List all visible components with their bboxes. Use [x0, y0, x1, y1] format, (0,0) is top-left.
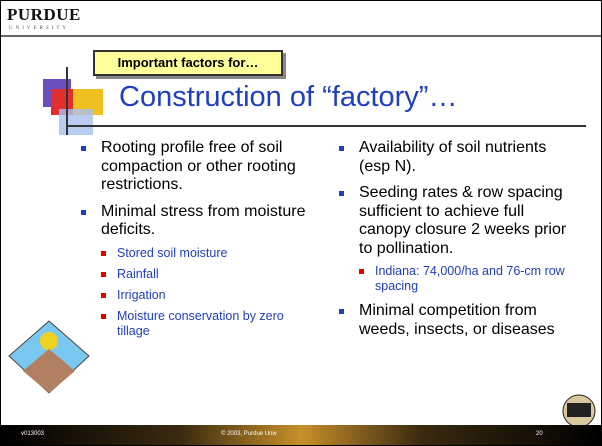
bullet-text: Minimal competition from weeds, insects,…	[359, 302, 555, 338]
bullet: Minimal stress from moisture deficits. St…	[81, 203, 311, 339]
bullet-text: Seeding rates & row spacing sufficient t…	[359, 184, 567, 257]
tag: Important factors for…	[93, 50, 283, 76]
bullet-text: Availability of soil nutrients (esp N).	[359, 139, 547, 175]
sub-bullet: Moisture conservation by zero tillage	[101, 309, 311, 339]
bullet: Rooting profile free of soil compaction …	[81, 139, 311, 195]
footer-bar	[1, 425, 601, 445]
footer-center: © 2003, Purdue Univ	[221, 431, 277, 437]
bullet: Minimal competition from weeds, insects,…	[339, 302, 579, 339]
slide-title: Construction of “factory”…	[119, 81, 458, 113]
sub-bullet: Indiana: 74,000/ha and 76-cm row spacing	[359, 264, 579, 294]
logo: PURDUE	[7, 5, 81, 24]
bullet-text: Minimal stress from moisture deficits.	[101, 202, 306, 239]
left-column: Rooting profile free of soil compaction …	[81, 139, 311, 347]
bullet: Availability of soil nutrients (esp N).	[339, 139, 579, 176]
bullet: Seeding rates & row spacing sufficient t…	[339, 184, 579, 294]
page-number: 20	[536, 431, 543, 437]
footer-left: v013003	[21, 431, 45, 437]
bullet-text: Rooting profile free of soil compaction …	[101, 139, 296, 193]
sub-bullet: Rainfall	[101, 267, 311, 282]
right-column: Availability of soil nutrients (esp N). S…	[339, 139, 579, 347]
logo-sub: UNIVERSITY	[9, 26, 69, 31]
sub-bullet: Stored soil moisture	[101, 246, 311, 261]
sub-bullet: Irrigation	[101, 288, 311, 303]
